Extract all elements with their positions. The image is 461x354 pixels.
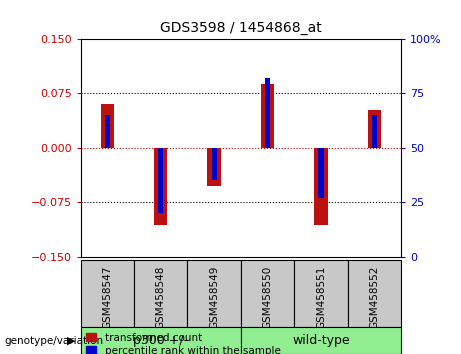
Text: wild-type: wild-type (292, 334, 350, 347)
Text: GSM458552: GSM458552 (369, 266, 379, 329)
Title: GDS3598 / 1454868_at: GDS3598 / 1454868_at (160, 21, 322, 35)
Bar (261, 84, 274, 148)
Bar (154, 148, 167, 225)
Text: ▶: ▶ (67, 336, 76, 346)
Bar (372, 115, 377, 148)
Bar (314, 148, 328, 225)
Bar (265, 78, 270, 148)
Text: GSM458550: GSM458550 (263, 266, 272, 329)
Bar (158, 148, 164, 213)
Bar (81, 260, 134, 327)
Text: GSM458548: GSM458548 (156, 266, 166, 329)
Bar (241, 260, 294, 327)
Bar (318, 148, 324, 198)
Bar (188, 260, 241, 327)
Legend: transformed count, percentile rank within the sample: transformed count, percentile rank withi… (86, 333, 280, 354)
Bar (134, 260, 188, 327)
Text: p300 +/-: p300 +/- (133, 334, 189, 347)
Bar (348, 260, 401, 327)
Bar (368, 110, 381, 148)
Text: genotype/variation: genotype/variation (5, 336, 104, 346)
Bar (207, 148, 221, 185)
Bar (212, 148, 217, 181)
Text: GSM458549: GSM458549 (209, 266, 219, 329)
Bar (105, 115, 110, 148)
Bar (100, 104, 114, 148)
Bar (81, 327, 241, 354)
Bar (294, 260, 348, 327)
Text: GSM458551: GSM458551 (316, 266, 326, 329)
Bar (241, 327, 401, 354)
Text: GSM458547: GSM458547 (102, 266, 112, 329)
